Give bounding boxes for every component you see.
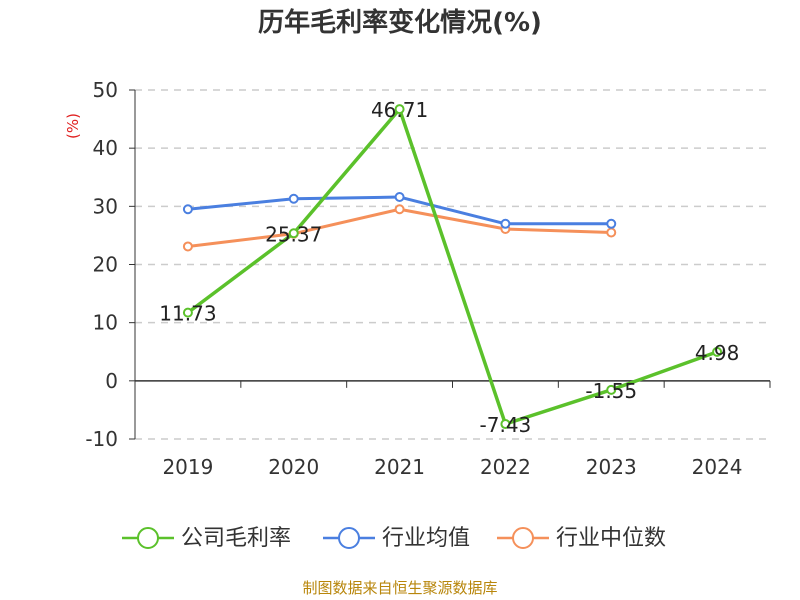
data-label: 46.71	[371, 98, 428, 122]
data-point	[712, 346, 723, 357]
legend-label: 公司毛利率	[181, 526, 291, 551]
legend-marker	[512, 527, 534, 549]
legend-label: 行业中位数	[556, 526, 666, 551]
y-tick-label: 50	[93, 78, 118, 102]
data-point	[394, 104, 405, 115]
y-tick-label: 20	[93, 253, 118, 277]
axes: -10 0 10 20 30 40 50 2019 2020 2021 2022 2023 2024 (%…	[64, 78, 771, 479]
data-point	[606, 218, 617, 229]
data-label: 25.37	[265, 222, 322, 246]
data-point	[394, 204, 405, 215]
x-tick-label: 2020	[268, 455, 319, 479]
data-point	[606, 384, 617, 395]
data-point	[606, 227, 617, 238]
data-label: -7.43	[480, 413, 532, 437]
data-point	[394, 192, 405, 203]
y-tick-label: -10	[85, 427, 118, 451]
data-point	[182, 241, 193, 252]
data-label: 11.73	[159, 302, 216, 326]
legend-label: 行业均值	[382, 526, 470, 551]
series-line-0	[186, 107, 718, 426]
y-axis-label: (%)	[64, 113, 82, 139]
series-lines	[182, 104, 723, 430]
x-tick-label: 2024	[692, 455, 743, 479]
legend-marker	[137, 527, 159, 549]
source-note: 制图数据来自恒生聚源数据库	[302, 579, 498, 597]
data-label: -1.55	[585, 379, 637, 403]
legend[interactable]: 公司毛利率 行业均值 行业中位数	[122, 526, 666, 551]
y-tick-label: 10	[93, 311, 118, 335]
legend-marker	[338, 527, 360, 549]
y-tick-label: 30	[93, 194, 118, 218]
data-labels: 11.73 25.37 46.71 -7.43 -1.55 4.98	[159, 98, 739, 437]
x-tick-label: 2023	[586, 455, 637, 479]
series-line-2	[187, 207, 612, 248]
x-tick-label: 2022	[480, 455, 531, 479]
legend-item[interactable]: 行业中位数	[497, 526, 666, 551]
chart-title: 历年毛利率变化情况(%)	[258, 8, 542, 38]
legend-item[interactable]: 公司毛利率	[122, 526, 291, 551]
data-point	[288, 228, 299, 239]
y-tick-label: 40	[93, 136, 118, 160]
y-tick-label: 0	[105, 369, 118, 393]
data-label: 4.98	[695, 341, 740, 365]
data-point	[288, 193, 299, 204]
data-point	[500, 218, 511, 229]
x-tick-label: 2021	[374, 455, 425, 479]
data-point	[182, 307, 193, 318]
data-point	[500, 419, 511, 430]
x-tick-label: 2019	[162, 455, 213, 479]
data-point	[182, 204, 193, 215]
legend-item[interactable]: 行业均值	[323, 526, 470, 551]
